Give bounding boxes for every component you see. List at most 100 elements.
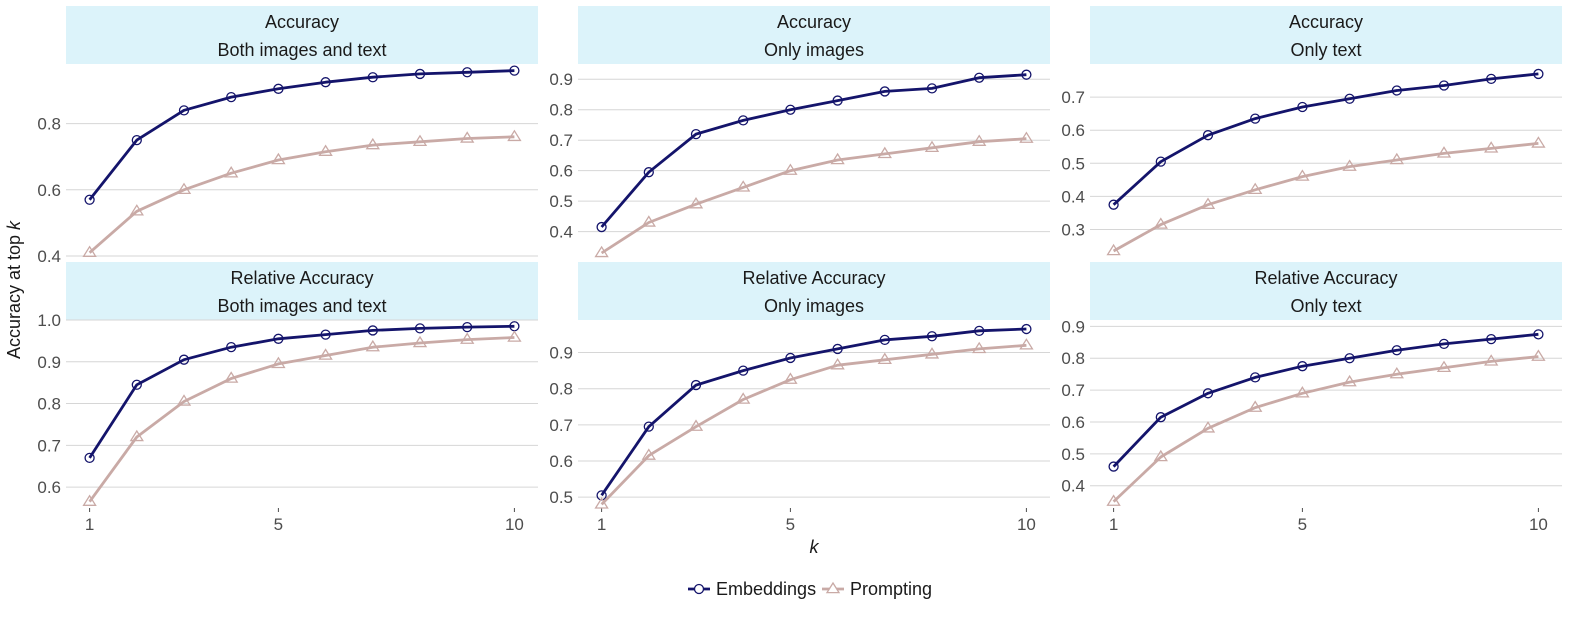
- panel-6-point-emb: [1155, 412, 1166, 423]
- panel-3-subtitle: Only text: [1290, 40, 1361, 60]
- panel-4-strip: [66, 262, 538, 320]
- panel-4-ytick-label: 0.7: [37, 436, 61, 455]
- panel-5-ytick-label: 0.9: [549, 344, 573, 363]
- panel-3-point-prm: [1106, 243, 1121, 256]
- panel-5-point-prm: [783, 372, 798, 384]
- panel-5-point-emb: [596, 490, 607, 501]
- panel-4-point-emb: [414, 323, 426, 334]
- panel-1-point-emb: [509, 65, 520, 76]
- panel-2-point-emb: [738, 115, 749, 126]
- panel-1-point-prm: [129, 204, 144, 216]
- panel-5-point-prm: [1019, 338, 1034, 350]
- panel-2-point-prm: [924, 140, 940, 153]
- legend-key-marker-prm: [825, 581, 841, 594]
- x-axis-title: k: [810, 537, 820, 557]
- panel-1-point-emb: [320, 77, 331, 88]
- panel-6-ytick-label: 0.8: [1061, 349, 1085, 368]
- panel-5-point-emb: [974, 325, 985, 336]
- y-axis-title-k: k: [4, 220, 24, 230]
- panel-5-subtitle: Only images: [764, 296, 864, 316]
- panel-4-point-emb: [131, 379, 142, 390]
- panel-4-title: Relative Accuracy: [230, 268, 373, 288]
- panel-6-ytick-label: 0.4: [1061, 477, 1085, 496]
- panel-1-point-prm: [365, 137, 380, 150]
- panel-3-ytick-label: 0.7: [1061, 88, 1085, 107]
- panel-1-point-prm: [82, 245, 97, 257]
- panel-2-point-emb: [690, 128, 702, 140]
- panel-4-point-prm: [365, 339, 380, 352]
- panel-6-point-prm: [1106, 494, 1121, 506]
- panel-6-point-emb: [1344, 353, 1355, 364]
- panel-5-point-emb: [926, 331, 938, 342]
- panel-3-point-emb: [1438, 80, 1450, 91]
- panel-1-point-emb: [462, 67, 473, 78]
- panel-2-subtitle: Only images: [764, 40, 864, 60]
- y-axis-title-text: Accuracy at top: [4, 230, 24, 359]
- panel-3-point-emb: [1344, 93, 1355, 104]
- panel-4-point-emb: [320, 329, 331, 340]
- panel-2-point-prm: [1019, 131, 1034, 143]
- panel-4-xtick-label: 10: [505, 515, 524, 534]
- panel-2-point-prm: [783, 163, 798, 175]
- panel-6-point-prm: [1153, 449, 1168, 462]
- legend-label-prm: Prompting: [850, 579, 932, 599]
- panel-2-point-prm: [641, 215, 656, 227]
- panel-2-ytick-label: 0.6: [549, 162, 573, 181]
- panel-5-line-prm: [600, 343, 1027, 506]
- panel-6-point-emb: [1108, 461, 1119, 472]
- panel-4: Relative Accuracy Both images and text 0.6…: [37, 262, 538, 534]
- panel-5-point-prm: [594, 497, 609, 509]
- panel-3-point-prm: [1342, 159, 1357, 171]
- panel-3-point-prm: [1200, 197, 1216, 209]
- panel-2-line-emb: [600, 73, 1027, 228]
- panel-3-point-prm: [1436, 146, 1452, 158]
- panel-4-ytick-label: 0.9: [37, 353, 61, 372]
- panel-4-xtick-label: 5: [274, 515, 283, 534]
- panel-5-point-prm: [688, 419, 704, 431]
- panel-3-point-emb: [1155, 156, 1166, 167]
- panel-2-ytick-label: 0.4: [549, 223, 573, 242]
- panel-5-xtick-label: 1: [597, 515, 606, 534]
- panel-2-point-emb: [832, 95, 843, 106]
- panel-4-ytick-label: 0.6: [37, 478, 61, 497]
- panel-6-ytick-label: 0.7: [1061, 381, 1085, 400]
- panel-3-ytick-label: 0.3: [1061, 221, 1085, 240]
- panel-6-point-emb: [1202, 388, 1214, 399]
- panel-1-point-emb: [273, 83, 284, 94]
- panel-2-point-emb: [785, 104, 796, 115]
- panel-2-point-emb: [596, 221, 607, 233]
- panel-3-line-prm: [1112, 142, 1539, 253]
- panel-6-strip: [1090, 262, 1562, 320]
- panel-2-point-emb: [1021, 69, 1032, 80]
- panel-2-point-prm: [972, 134, 987, 146]
- panel-4-point-prm: [129, 429, 144, 442]
- panel-5-point-emb: [832, 343, 843, 355]
- panel-3-point-prm: [1295, 169, 1310, 181]
- panel-6-line-prm: [1112, 355, 1539, 503]
- panel-2-point-emb: [643, 167, 654, 178]
- panel-5: Relative Accuracy Only images 0.5 0.6 0.7 0.8…: [549, 262, 1050, 534]
- panel-1-point-emb: [131, 134, 142, 146]
- panel-5-strip: [578, 262, 1050, 320]
- panel-5-point-prm: [736, 392, 751, 404]
- panel-3-point-emb: [1250, 113, 1261, 124]
- panel-1: Accuracy Both images and text 0.4 0.6 0.8: [37, 6, 538, 266]
- panel-6-point-emb: [1297, 361, 1308, 372]
- panel-6-point-prm: [1389, 366, 1404, 379]
- panel-1-point-prm: [224, 166, 239, 178]
- panel-2-ytick-label: 0.8: [549, 101, 573, 120]
- panel-3: Accuracy Only text 0.3 0.4 0.5 0.6 0.7: [1061, 6, 1562, 256]
- panel-1-ytick-label: 0.8: [37, 115, 61, 134]
- panel-4-point-prm: [460, 332, 475, 344]
- panel-3-point-emb: [1108, 199, 1119, 210]
- panel-2-strip: [578, 6, 1050, 64]
- panel-1-line-prm: [88, 135, 515, 254]
- panel-3-point-prm: [1389, 152, 1404, 165]
- panel-2-point-prm: [736, 180, 751, 192]
- panel-6-point-emb: [1391, 345, 1402, 356]
- panel-2-point-emb: [926, 83, 938, 94]
- panel-6-point-emb: [1533, 329, 1544, 340]
- panel-6-xtick-label: 1: [1109, 515, 1118, 534]
- panel-5-point-prm: [877, 352, 892, 365]
